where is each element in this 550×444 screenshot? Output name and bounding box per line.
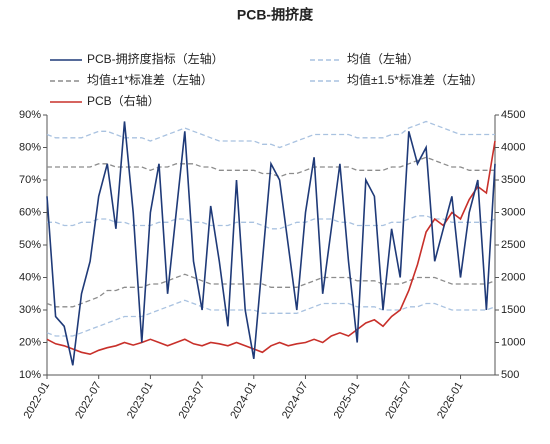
x-tick-label: 2022-07: [73, 380, 104, 421]
series-line: [46, 120, 495, 149]
y-tick-label: 80%: [19, 141, 41, 153]
y2-tick-label: 2500: [501, 239, 525, 251]
series-line: [46, 121, 496, 366]
legend-label: 均值±1.5*标准差（左轴）: [347, 72, 483, 87]
x-tick-label: 2023-07: [177, 380, 208, 421]
y-tick-label: 40%: [19, 271, 41, 283]
y2-tick-label: 3500: [501, 174, 525, 186]
legend-label: PCB-拥挤度指标（左轴）: [87, 51, 224, 66]
legend-label: PCB（右轴）: [87, 93, 160, 108]
y2-tick-label: 4500: [501, 109, 525, 121]
y2-tick-label: 1000: [501, 336, 525, 348]
y2-tick-label: 4000: [501, 141, 525, 153]
x-tick-label: 2026-01: [435, 380, 466, 421]
x-tick-label: 2024-01: [228, 380, 259, 421]
y-tick-label: 70%: [19, 174, 41, 186]
legend-label: 均值（左轴）: [347, 51, 419, 66]
y-tick-label: 50%: [19, 239, 41, 251]
series-line: [47, 215, 496, 230]
y-tick-label: 30%: [19, 304, 41, 316]
y-tick-label: 10%: [19, 369, 41, 381]
series-line: [46, 140, 496, 356]
y-tick-label: 90%: [19, 109, 41, 121]
y2-tick-label: 1500: [501, 304, 525, 316]
x-tick-label: 2025-01: [332, 380, 363, 421]
y2-tick-label: 3000: [501, 206, 525, 218]
chart-title: PCB-拥挤度: [237, 7, 314, 23]
series-line-lower: [46, 273, 496, 308]
legend-label: 均值±1*标准差（左轴）: [87, 72, 213, 87]
y-tick-label: 20%: [19, 336, 41, 348]
x-tick-label: 2025-07: [383, 380, 414, 421]
x-tick-label: 2024-07: [280, 380, 311, 421]
y2-tick-label: 2000: [501, 271, 525, 283]
x-tick-label: 2022-01: [22, 380, 53, 421]
series-line-lower: [46, 299, 496, 337]
y-tick-label: 60%: [19, 206, 41, 218]
y2-tick-label: 500: [501, 369, 519, 381]
x-tick-label: 2023-01: [125, 380, 156, 421]
